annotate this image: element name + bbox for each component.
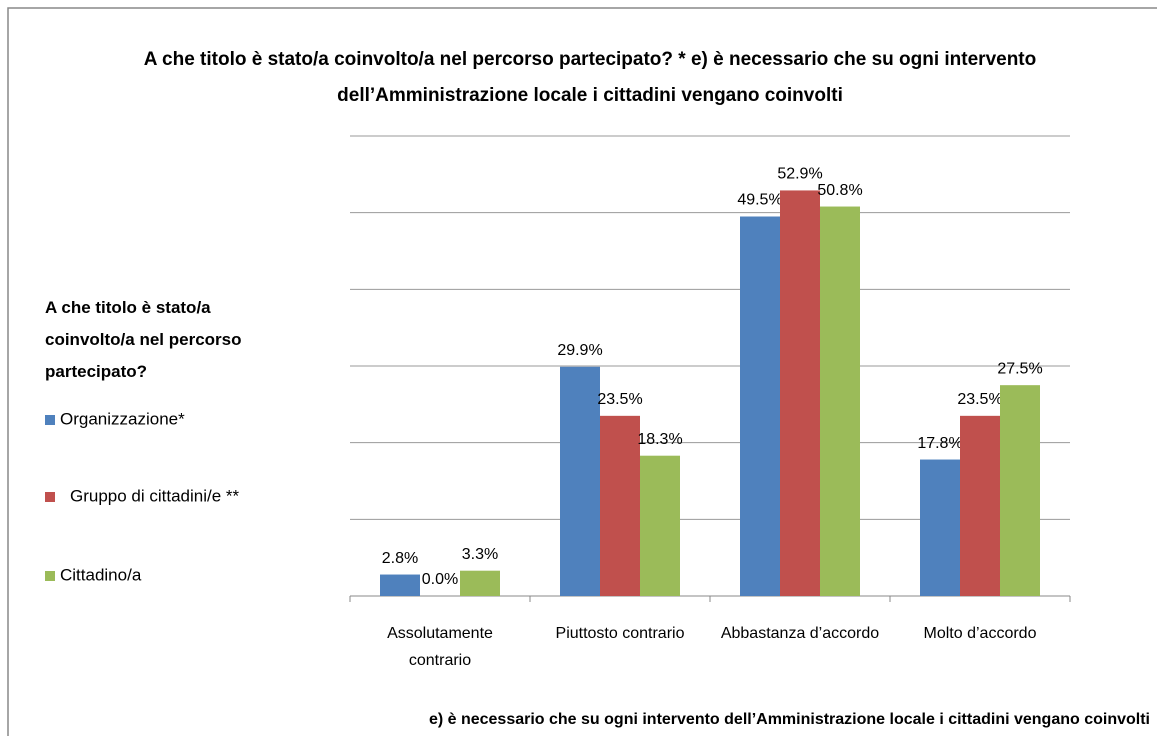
legend-entry: Cittadino/a — [60, 565, 142, 584]
bar — [820, 206, 860, 597]
bar — [740, 216, 780, 596]
data-label: 52.9% — [777, 166, 822, 183]
data-label: 0.0% — [422, 571, 458, 588]
data-label: 50.8% — [817, 182, 862, 199]
legend-title: A che titolo è stato/a coinvolto/a nel p… — [45, 298, 242, 381]
bar — [640, 455, 680, 596]
data-label: 3.3% — [462, 546, 498, 563]
chart-border — [7, 7, 1157, 736]
x-tick-label: Piuttosto contrario — [555, 625, 685, 642]
x-tick-label: Assolutamente contrario — [387, 625, 493, 669]
legend-entry: Gruppo di cittadini/e ** — [70, 486, 240, 505]
bar — [380, 574, 420, 596]
bar — [460, 570, 500, 596]
bar — [1000, 385, 1040, 596]
legend-swatch — [45, 492, 55, 502]
legend-swatch — [45, 415, 55, 425]
data-label: 23.5% — [957, 391, 1002, 408]
bar — [960, 415, 1000, 596]
data-label: 29.9% — [557, 342, 602, 359]
legend-swatch — [45, 571, 55, 581]
bar — [560, 366, 600, 596]
data-label: 17.8% — [917, 435, 962, 452]
data-label: 27.5% — [997, 360, 1042, 377]
data-label: 49.5% — [737, 192, 782, 209]
bar — [600, 415, 640, 596]
data-label: 2.8% — [382, 550, 418, 567]
data-label: 23.5% — [597, 391, 642, 408]
legend-entry: Organizzazione* — [60, 409, 185, 428]
data-label: 18.3% — [637, 431, 682, 448]
x-axis-label: e) è necessario che su ogni intervento d… — [429, 711, 1150, 728]
x-tick-label: Molto d’accordo — [923, 625, 1037, 642]
bar — [920, 459, 960, 596]
chart-title: A che titolo è stato/a coinvolto/a nel p… — [143, 49, 1037, 106]
x-tick-label: Abbastanza d’accordo — [720, 625, 880, 642]
bar — [780, 190, 820, 596]
